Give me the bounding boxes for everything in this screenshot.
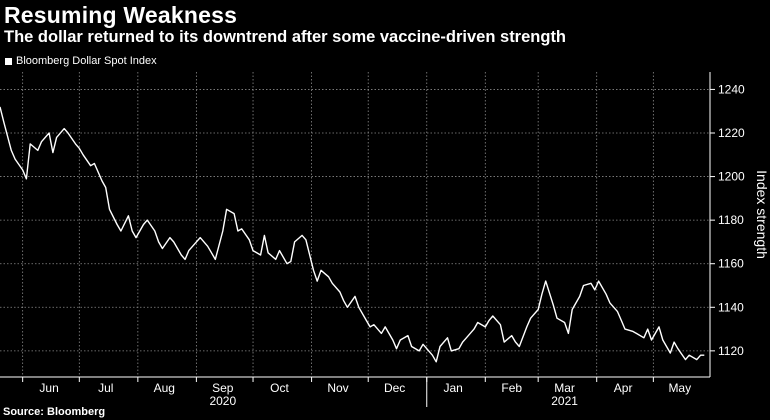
legend-swatch <box>5 57 12 65</box>
y-tick-label: 1160 <box>718 257 744 271</box>
x-tick-label: Jan <box>444 381 463 395</box>
legend: Bloomberg Dollar Spot Index <box>5 55 157 67</box>
y-tick-label: 1220 <box>718 126 745 140</box>
x-tick-label: Feb <box>501 381 522 395</box>
x-year-label: 2020 <box>209 394 236 408</box>
x-tick-label: Sep <box>212 381 234 395</box>
axes <box>0 72 715 407</box>
x-tick-label: Dec <box>384 381 405 395</box>
tick-labels: 1120 1140 1160 1180 1200 1220 1240 Jun Jul Aug Sep… <box>39 82 770 408</box>
x-tick-label: Jun <box>39 381 58 395</box>
x-tick-label: Aug <box>154 381 175 395</box>
y-tick-label: 1140 <box>718 300 744 314</box>
y-tick-label: 1200 <box>718 170 745 184</box>
x-tick-label: Nov <box>327 381 348 395</box>
series <box>0 106 705 363</box>
x-tick-label: Apr <box>614 381 633 395</box>
x-tick-label: May <box>668 381 691 395</box>
chart-title: Resuming Weakness <box>4 2 238 28</box>
series-line-0 <box>0 106 705 363</box>
legend-label: Bloomberg Dollar Spot Index <box>16 55 157 67</box>
y-axis-title: Index strength <box>754 170 770 259</box>
x-tick-label: Jul <box>98 381 113 395</box>
grid <box>0 72 710 377</box>
x-tick-label: Mar <box>554 381 575 395</box>
x-year-label: 2021 <box>551 394 578 408</box>
x-tick-label: Oct <box>270 381 289 395</box>
y-tick-label: 1180 <box>718 213 744 227</box>
y-tick-label: 1240 <box>718 82 745 96</box>
source-note: Source: Bloomberg <box>3 406 106 418</box>
y-tick-label: 1120 <box>718 344 744 358</box>
chart-subtitle: The dollar returned to its downtrend aft… <box>4 28 567 46</box>
